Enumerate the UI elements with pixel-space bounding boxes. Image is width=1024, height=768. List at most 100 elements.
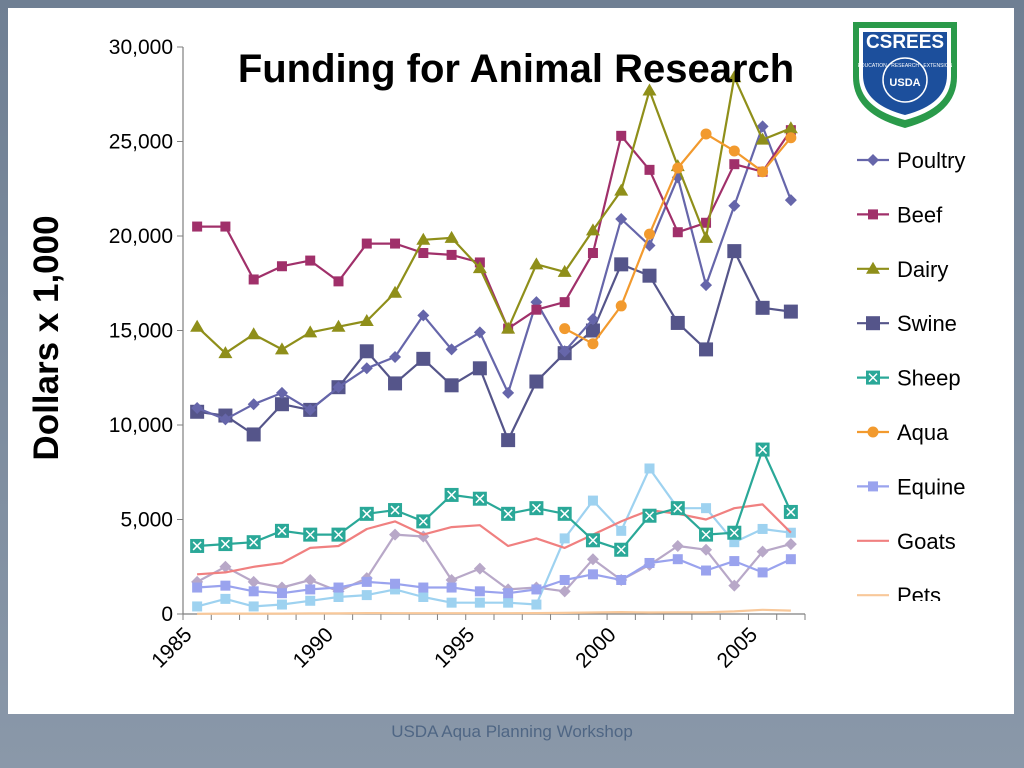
series-beef: [192, 125, 796, 334]
series-line: [197, 448, 792, 551]
data-point: [699, 342, 714, 357]
data-point: [586, 313, 599, 326]
series-line: [196, 125, 792, 421]
data-point: [192, 601, 203, 612]
data-point-cross: [758, 445, 768, 455]
data-point: [671, 539, 684, 552]
legend-label: Dairy: [897, 257, 948, 282]
series-pets: [197, 608, 791, 615]
data-point: [728, 199, 741, 212]
data-point: [587, 338, 599, 350]
data-point: [390, 584, 401, 595]
data-point: [276, 599, 287, 610]
data-point: [417, 309, 430, 322]
data-point: [359, 344, 374, 359]
data-point: [360, 362, 373, 375]
y-tick-label: 0: [161, 603, 173, 626]
data-point: [531, 599, 542, 610]
legend-item-pets: Pets: [857, 583, 941, 608]
series-goats: [197, 503, 792, 576]
y-axis-label: Dollars x 1,000: [27, 215, 66, 460]
data-point: [389, 350, 402, 363]
series-line: [196, 467, 792, 608]
legend-item-beef: Beef: [857, 202, 943, 227]
chart-series: [190, 70, 798, 615]
legend-item-equine: Equine: [857, 474, 966, 499]
data-point: [727, 244, 742, 259]
data-point-cross: [786, 507, 796, 517]
data-point: [615, 212, 628, 225]
data-point: [274, 397, 289, 412]
data-point: [728, 145, 740, 157]
data-point: [473, 562, 486, 575]
data-point: [757, 567, 768, 578]
series-line: [196, 76, 792, 355]
data-point: [644, 164, 655, 175]
legend-label: Pets: [897, 583, 941, 608]
data-point: [191, 401, 204, 414]
logo-text: CSREES: [866, 32, 944, 53]
series-aqua: [559, 128, 797, 350]
data-point: [866, 261, 880, 274]
data-point: [558, 585, 571, 598]
data-point: [785, 554, 796, 565]
data-point: [220, 593, 231, 604]
data-point: [559, 297, 570, 308]
y-tick-label: 30,000: [109, 36, 173, 59]
series-dairy: [190, 70, 798, 359]
series-sheep: [190, 442, 798, 557]
data-point: [866, 316, 880, 331]
data-point: [585, 323, 600, 338]
y-tick-label: 10,000: [109, 414, 173, 437]
data-point: [700, 128, 712, 140]
data-point: [868, 209, 878, 220]
slide: 0 5,000 10,000 15,000 20,000 25,000 30,000 1985…: [8, 8, 1014, 714]
data-point-cross: [249, 537, 259, 547]
data-point-cross: [868, 373, 878, 383]
legend-label: Beef: [897, 202, 943, 227]
data-point: [389, 528, 402, 541]
series-line: [197, 608, 791, 615]
data-point: [644, 557, 655, 568]
data-point-cross: [362, 509, 372, 519]
data-point-cross: [560, 509, 570, 519]
series-line: [197, 129, 792, 330]
data-point: [219, 413, 232, 426]
data-point: [220, 580, 231, 591]
data-point: [642, 268, 657, 283]
legend-label: Sheep: [897, 366, 961, 391]
data-point: [644, 463, 655, 474]
data-point: [699, 230, 714, 243]
y-tick-label: 15,000: [109, 320, 173, 343]
data-point: [305, 595, 316, 606]
data-point: [444, 378, 459, 393]
x-tick-label: 1995: [430, 623, 479, 672]
data-point: [246, 427, 261, 442]
data-point: [587, 569, 598, 580]
data-point: [192, 221, 203, 232]
data-point: [672, 162, 684, 174]
legend-item-dairy: Dairy: [857, 257, 948, 282]
data-point: [614, 183, 629, 196]
data-point: [276, 261, 287, 272]
data-point: [361, 238, 372, 249]
data-point: [614, 257, 629, 272]
data-point: [218, 346, 233, 359]
funding-chart: 0 5,000 10,000 15,000 20,000 25,000 30,000 1985…: [27, 22, 966, 673]
logo-ring-text: EDUCATION · RESEARCH · EXTENSION: [858, 63, 953, 69]
data-point: [755, 300, 770, 315]
data-point: [274, 342, 289, 355]
series-equine: [192, 554, 796, 599]
data-point-cross: [644, 511, 655, 521]
data-point: [333, 591, 344, 602]
data-point-cross: [616, 545, 626, 555]
data-point: [247, 575, 260, 588]
data-point: [192, 582, 203, 593]
data-point: [529, 257, 544, 270]
data-point: [446, 582, 457, 593]
x-tick-label: 1990: [289, 623, 338, 672]
data-point: [503, 597, 514, 608]
data-point-cross: [447, 490, 457, 500]
data-point: [444, 230, 459, 243]
series-line: [196, 533, 792, 593]
